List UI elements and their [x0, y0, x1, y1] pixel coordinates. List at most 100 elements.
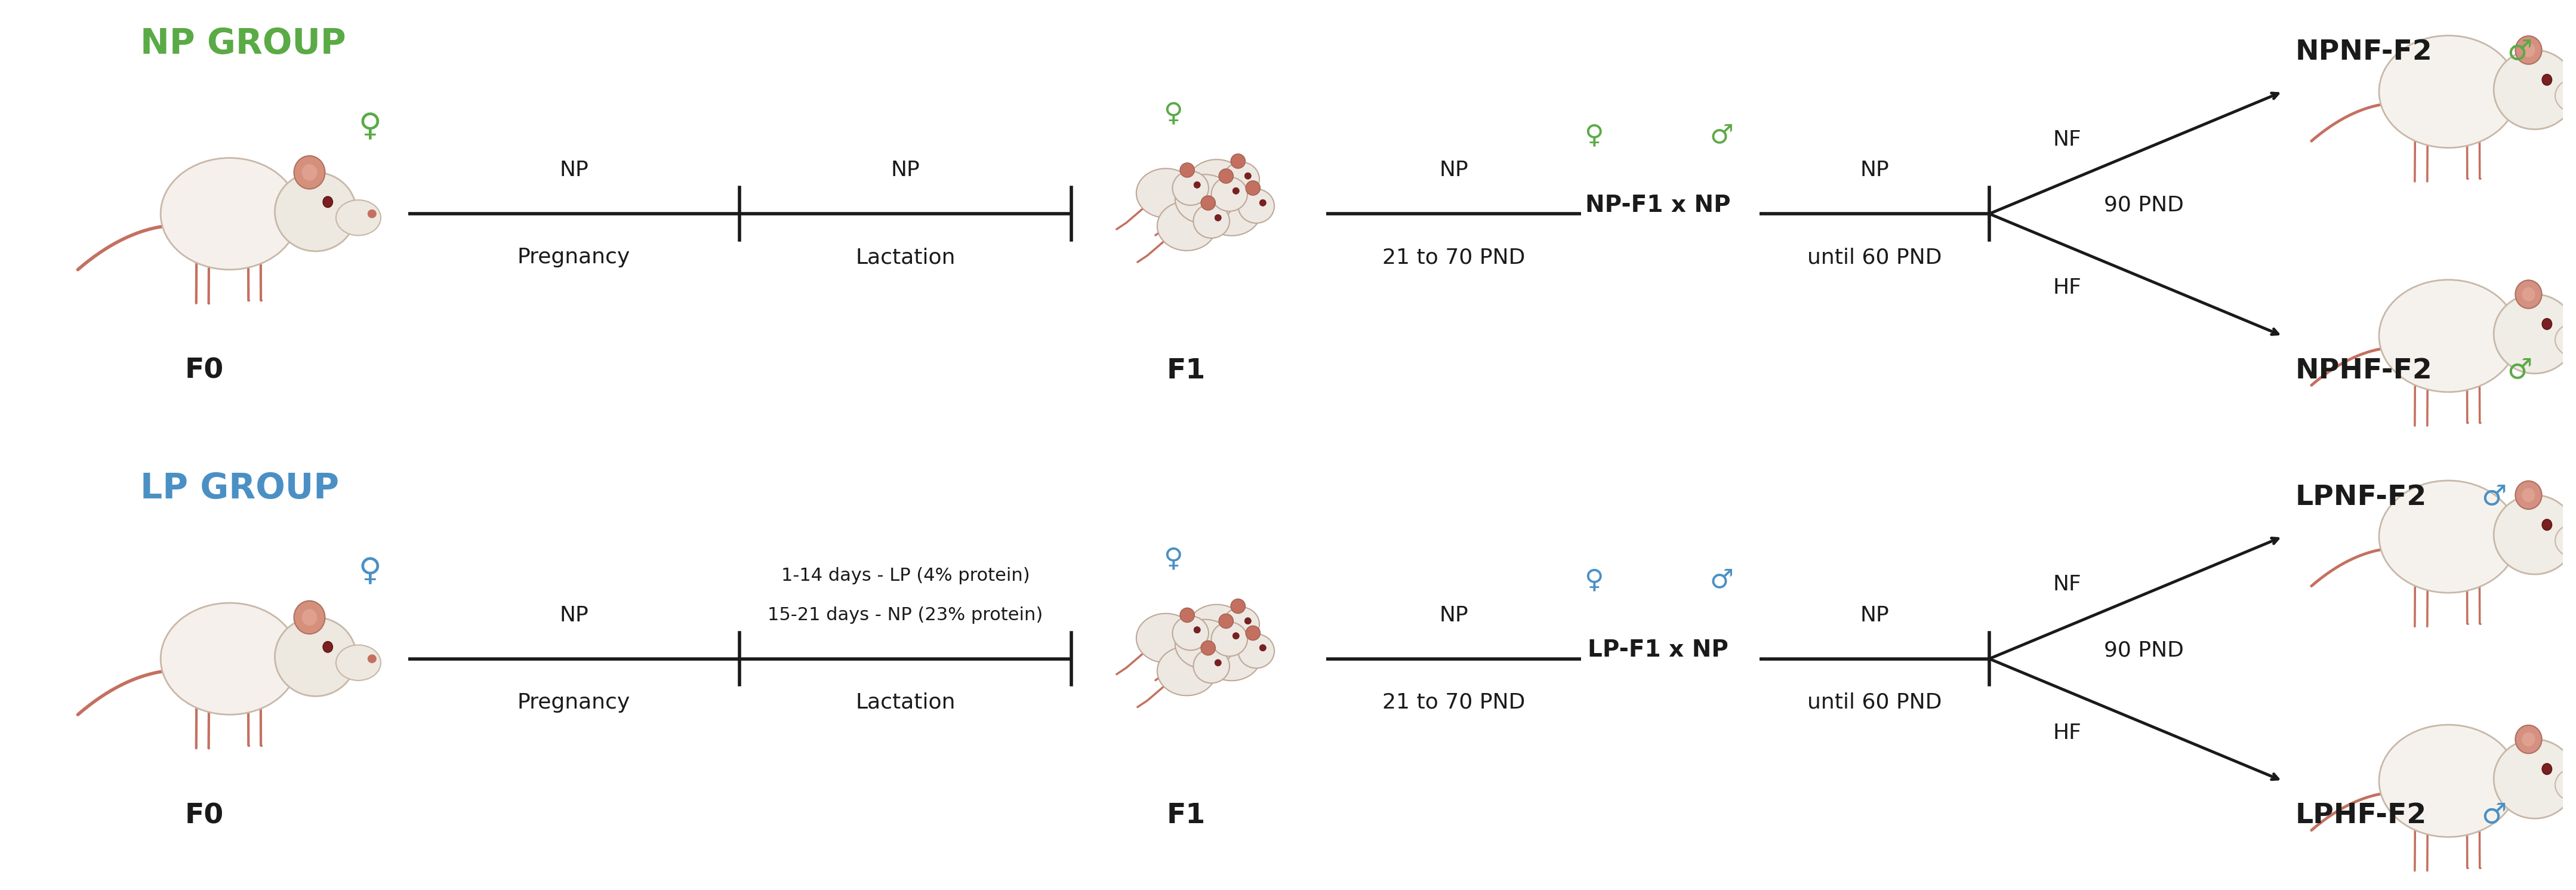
- Ellipse shape: [2522, 732, 2535, 747]
- Text: ♀: ♀: [1164, 101, 1182, 126]
- Text: Lactation: Lactation: [855, 692, 956, 713]
- Ellipse shape: [2380, 36, 2517, 148]
- Text: LP-F1 x NP: LP-F1 x NP: [1587, 639, 1728, 661]
- Text: NP: NP: [559, 605, 587, 626]
- Ellipse shape: [1193, 649, 1229, 684]
- Text: ♂: ♂: [2481, 484, 2506, 511]
- Ellipse shape: [160, 603, 299, 715]
- Ellipse shape: [1200, 196, 1216, 210]
- Text: LPNF-F2: LPNF-F2: [2295, 484, 2427, 511]
- Text: NP-F1 x NP: NP-F1 x NP: [1584, 194, 1731, 216]
- Ellipse shape: [2494, 740, 2576, 819]
- Text: NF: NF: [2053, 129, 2081, 150]
- Ellipse shape: [1157, 646, 1216, 696]
- Ellipse shape: [1136, 168, 1195, 218]
- Text: NPNF-F2: NPNF-F2: [2295, 39, 2432, 66]
- Ellipse shape: [1211, 622, 1247, 656]
- Ellipse shape: [1244, 618, 1252, 624]
- Ellipse shape: [1231, 154, 1244, 168]
- Text: NP: NP: [1440, 160, 1468, 181]
- Ellipse shape: [2514, 280, 2543, 309]
- Ellipse shape: [1216, 659, 1221, 666]
- Ellipse shape: [1193, 204, 1229, 239]
- Ellipse shape: [2522, 287, 2535, 302]
- Ellipse shape: [1260, 199, 1267, 206]
- Ellipse shape: [1188, 604, 1247, 654]
- Text: Pregnancy: Pregnancy: [518, 692, 631, 713]
- Ellipse shape: [368, 210, 376, 218]
- Text: F0: F0: [185, 803, 224, 829]
- Ellipse shape: [1180, 163, 1195, 177]
- Ellipse shape: [1239, 634, 1275, 668]
- Text: ♂: ♂: [2506, 358, 2532, 384]
- Ellipse shape: [1224, 162, 1260, 197]
- Text: 1-14 days - LP (4% protein): 1-14 days - LP (4% protein): [781, 567, 1030, 585]
- Text: HF: HF: [2053, 278, 2081, 298]
- Text: ♀: ♀: [358, 111, 381, 142]
- Ellipse shape: [1157, 201, 1216, 251]
- Ellipse shape: [2522, 488, 2535, 502]
- Text: LPHF-F2: LPHF-F2: [2295, 803, 2427, 829]
- Text: ♀: ♀: [1164, 546, 1182, 571]
- Text: ♀: ♀: [1584, 123, 1605, 148]
- Text: NP: NP: [1860, 605, 1888, 626]
- Text: Pregnancy: Pregnancy: [518, 247, 631, 268]
- Text: 90 PND: 90 PND: [2105, 640, 2184, 660]
- Ellipse shape: [2514, 481, 2543, 509]
- Ellipse shape: [1247, 626, 1260, 640]
- Ellipse shape: [1188, 159, 1247, 209]
- Ellipse shape: [1175, 619, 1234, 668]
- Text: 90 PND: 90 PND: [2105, 195, 2184, 215]
- Ellipse shape: [322, 197, 332, 207]
- Ellipse shape: [276, 173, 355, 251]
- Text: until 60 PND: until 60 PND: [1808, 692, 1942, 713]
- Text: 21 to 70 PND: 21 to 70 PND: [1383, 692, 1525, 713]
- Ellipse shape: [1216, 214, 1221, 221]
- Text: F0: F0: [185, 358, 224, 384]
- Ellipse shape: [2380, 724, 2517, 837]
- Ellipse shape: [2380, 279, 2517, 392]
- Ellipse shape: [1218, 169, 1234, 183]
- Text: F1: F1: [1167, 803, 1206, 829]
- Ellipse shape: [1136, 613, 1195, 663]
- Ellipse shape: [2543, 74, 2553, 85]
- Ellipse shape: [1260, 644, 1267, 651]
- Ellipse shape: [2555, 522, 2576, 558]
- Text: ♂: ♂: [1710, 568, 1734, 593]
- Text: 21 to 70 PND: 21 to 70 PND: [1383, 247, 1525, 268]
- Ellipse shape: [1239, 189, 1275, 223]
- Ellipse shape: [1218, 614, 1234, 628]
- Ellipse shape: [2494, 495, 2576, 574]
- Text: NP GROUP: NP GROUP: [139, 27, 345, 61]
- Ellipse shape: [1193, 182, 1200, 188]
- Ellipse shape: [1175, 174, 1234, 223]
- Ellipse shape: [2555, 322, 2576, 358]
- Ellipse shape: [1244, 173, 1252, 179]
- Ellipse shape: [1224, 607, 1260, 642]
- Ellipse shape: [1200, 641, 1216, 655]
- Ellipse shape: [2522, 43, 2535, 57]
- Text: NP: NP: [559, 160, 587, 181]
- Ellipse shape: [1231, 599, 1244, 613]
- Text: F1: F1: [1167, 358, 1206, 384]
- Ellipse shape: [1211, 177, 1247, 211]
- Ellipse shape: [294, 601, 325, 634]
- Ellipse shape: [1172, 171, 1208, 206]
- Text: ♂: ♂: [2481, 803, 2506, 829]
- Ellipse shape: [335, 200, 381, 236]
- Ellipse shape: [1172, 616, 1208, 651]
- Ellipse shape: [1203, 186, 1262, 236]
- Ellipse shape: [322, 642, 332, 652]
- Ellipse shape: [1180, 608, 1195, 622]
- Ellipse shape: [294, 156, 325, 189]
- Text: ♀: ♀: [358, 556, 381, 587]
- Ellipse shape: [2494, 295, 2576, 374]
- Ellipse shape: [1247, 181, 1260, 195]
- Ellipse shape: [368, 655, 376, 663]
- Ellipse shape: [2543, 519, 2553, 530]
- Ellipse shape: [1203, 631, 1262, 681]
- Text: NP: NP: [1860, 160, 1888, 181]
- Ellipse shape: [301, 164, 317, 181]
- Text: ♂: ♂: [2506, 39, 2532, 66]
- Text: ♂: ♂: [1710, 123, 1734, 148]
